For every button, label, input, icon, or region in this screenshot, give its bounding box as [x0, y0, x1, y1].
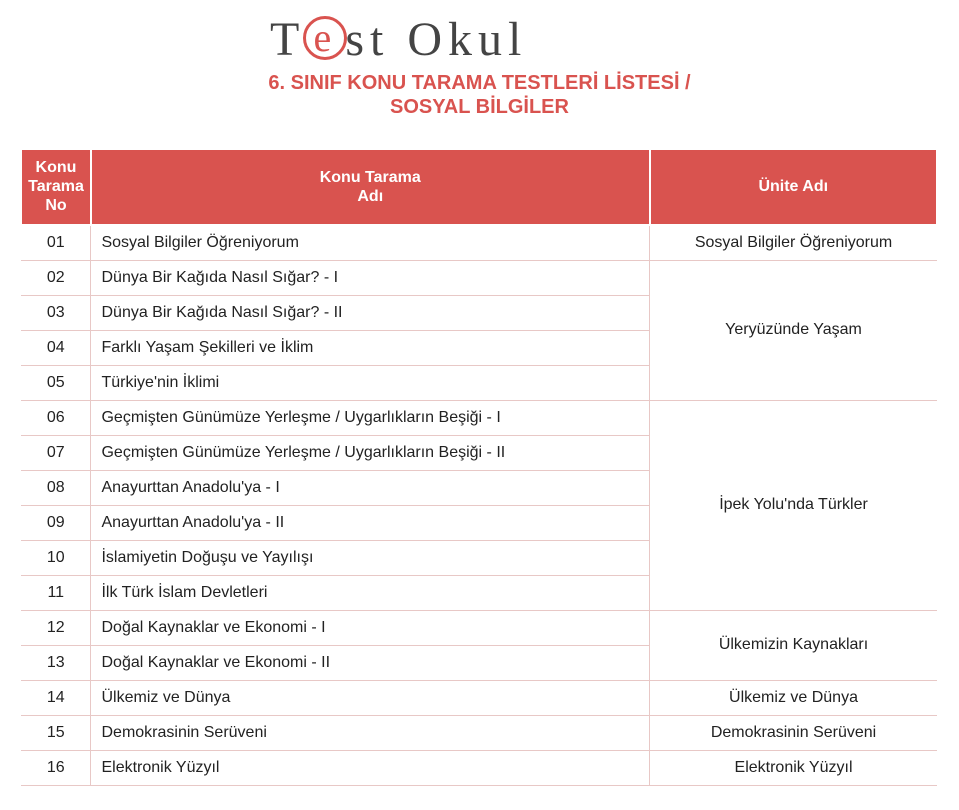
logo-post: st Okul: [345, 13, 527, 66]
cell-no: 08: [21, 470, 91, 505]
cell-no: 06: [21, 400, 91, 435]
cell-unite: Ülkemizin Kaynakları: [650, 610, 937, 680]
cell-no: 16: [21, 750, 91, 785]
cell-unite: Demokrasinin Serüveni: [650, 715, 937, 750]
cell-adi: Ülkemiz ve Dünya: [91, 680, 650, 715]
table-row: 14Ülkemiz ve DünyaÜlkemiz ve Dünya: [21, 680, 937, 715]
cell-adi: Dünya Bir Kağıda Nasıl Sığar? - I: [91, 260, 650, 295]
cell-unite: Yeryüzünde Yaşam: [650, 260, 937, 400]
logo-pre: T: [270, 13, 305, 66]
cell-adi: Demokrasinin Serüveni: [91, 715, 650, 750]
cell-adi: Dünya Bir Kağıda Nasıl Sığar? - II: [91, 295, 650, 330]
cell-adi: Türkiye'nin İklimi: [91, 365, 650, 400]
cell-no: 05: [21, 365, 91, 400]
cell-no: 03: [21, 295, 91, 330]
logo-accent-letter: e: [303, 16, 347, 60]
cell-unite: Elektronik Yüzyıl: [650, 750, 937, 785]
cell-adi: Sosyal Bilgiler Öğreniyorum: [91, 225, 650, 261]
table-row: 02Dünya Bir Kağıda Nasıl Sığar? - IYeryü…: [21, 260, 937, 295]
brand-logo: Test Okul: [270, 12, 527, 67]
cell-no: 15: [21, 715, 91, 750]
cell-unite: İpek Yolu'nda Türkler: [650, 400, 937, 610]
page-title-line1: 6. SINIF KONU TARAMA TESTLERİ LİSTESİ /: [0, 72, 959, 95]
cell-no: 14: [21, 680, 91, 715]
table-row: 16Elektronik YüzyılElektronik Yüzyıl: [21, 750, 937, 785]
cell-no: 11: [21, 575, 91, 610]
cell-unite: Ülkemiz ve Dünya: [650, 680, 937, 715]
cell-no: 12: [21, 610, 91, 645]
cell-no: 10: [21, 540, 91, 575]
cell-no: 13: [21, 645, 91, 680]
col-no-header: Konu Tarama No: [21, 149, 91, 225]
cell-adi: Geçmişten Günümüze Yerleşme / Uygarlıkla…: [91, 400, 650, 435]
cell-no: 04: [21, 330, 91, 365]
table-row: 12Doğal Kaynaklar ve Ekonomi - IÜlkemizi…: [21, 610, 937, 645]
topic-table-body: 01Sosyal Bilgiler ÖğreniyorumSosyal Bilg…: [21, 225, 937, 786]
cell-no: 09: [21, 505, 91, 540]
cell-adi: Geçmişten Günümüze Yerleşme / Uygarlıkla…: [91, 435, 650, 470]
cell-adi: Elektronik Yüzyıl: [91, 750, 650, 785]
col-adi-header: Konu Tarama Adı: [91, 149, 650, 225]
table-row: 01Sosyal Bilgiler ÖğreniyorumSosyal Bilg…: [21, 225, 937, 261]
header-row: Konu Tarama No Konu Tarama Adı Ünite Adı: [21, 149, 937, 225]
cell-no: 07: [21, 435, 91, 470]
cell-adi: Anayurttan Anadolu'ya - I: [91, 470, 650, 505]
table-row: 06Geçmişten Günümüze Yerleşme / Uygarlık…: [21, 400, 937, 435]
cell-adi: Anayurttan Anadolu'ya - II: [91, 505, 650, 540]
cell-adi: Farklı Yaşam Şekilleri ve İklim: [91, 330, 650, 365]
cell-adi: Doğal Kaynaklar ve Ekonomi - II: [91, 645, 650, 680]
cell-unite: Sosyal Bilgiler Öğreniyorum: [650, 225, 937, 261]
cell-no: 01: [21, 225, 91, 261]
table-row: 15Demokrasinin SerüveniDemokrasinin Serü…: [21, 715, 937, 750]
cell-no: 02: [21, 260, 91, 295]
page-title-line2: SOSYAL BİLGİLER: [0, 96, 959, 119]
cell-adi: Doğal Kaynaklar ve Ekonomi - I: [91, 610, 650, 645]
topic-table: Konu Tarama No Konu Tarama Adı Ünite Adı…: [20, 148, 938, 786]
cell-adi: İlk Türk İslam Devletleri: [91, 575, 650, 610]
cell-adi: İslamiyetin Doğuşu ve Yayılışı: [91, 540, 650, 575]
col-unite-header: Ünite Adı: [650, 149, 937, 225]
